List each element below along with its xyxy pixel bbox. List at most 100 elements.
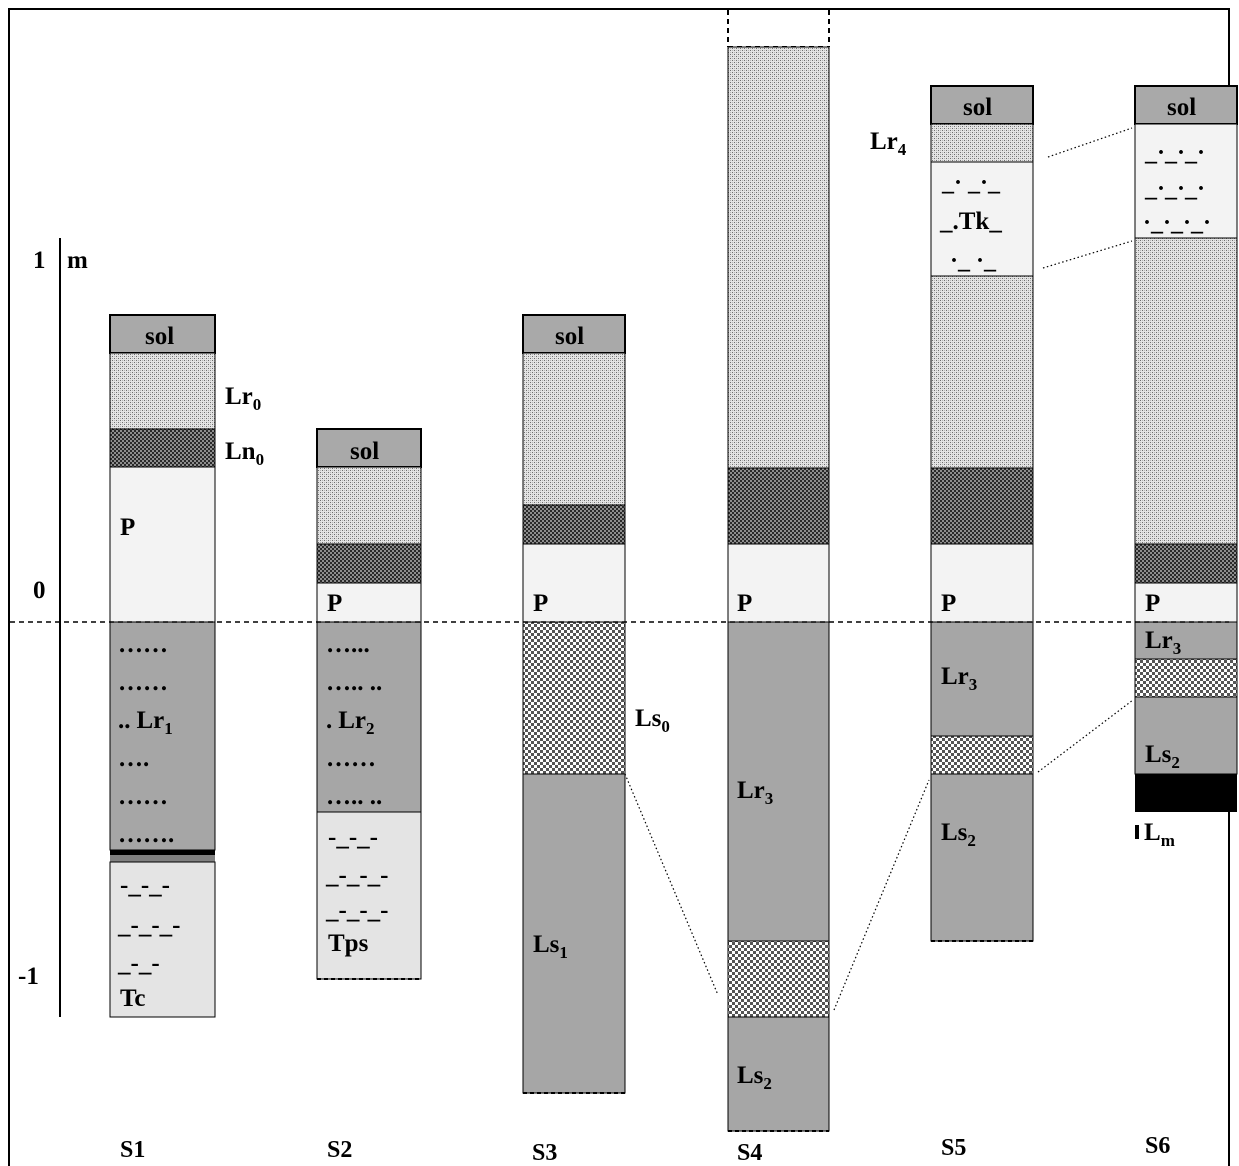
lr3-label: Lr3 xyxy=(737,777,773,808)
dots-row: …… xyxy=(118,783,168,810)
sol-label: sol xyxy=(145,323,174,350)
ln0-label: Ln0 xyxy=(225,438,264,469)
layer-lr3 xyxy=(1134,621,1238,660)
layer-light-pattern xyxy=(930,275,1034,469)
ls1-label: Ls1 xyxy=(533,931,568,962)
layer-sol xyxy=(522,314,626,354)
layer-ls1 xyxy=(522,773,626,1094)
scale-unit: m xyxy=(67,247,88,274)
layer-light-pattern xyxy=(1134,237,1238,545)
sol-label: sol xyxy=(963,94,992,121)
tk-row: ·_ ·_ xyxy=(950,248,997,274)
p-label: P xyxy=(1145,590,1160,617)
layer-ln0 xyxy=(109,428,216,468)
tps-label: Tps xyxy=(328,930,369,957)
correlation-line xyxy=(1037,699,1134,773)
column-s4: P Lr3 Ls2 S4 xyxy=(727,10,830,1166)
layer-tk xyxy=(930,161,1034,277)
dash-row: _-_-_- xyxy=(325,897,388,924)
layer-lr3 xyxy=(930,621,1034,737)
tk-row: _· _·_ xyxy=(941,170,1001,196)
layer-sol xyxy=(930,85,1034,125)
column-name: S4 xyxy=(737,1140,762,1166)
layer-light-pattern xyxy=(727,46,830,469)
layer-dark-pattern xyxy=(727,467,830,545)
lr4-label: Lr4 xyxy=(870,128,907,159)
correlation-line xyxy=(624,773,719,996)
layer-tk xyxy=(1134,123,1238,239)
column-s1: sol Lr0 Ln0 P …… …… .. Lr1 …. …… ……. -_-_… xyxy=(109,314,264,1163)
layer-dark-pattern xyxy=(522,504,626,545)
dots-row: ….. .. xyxy=(326,669,382,696)
layer-dark-pattern xyxy=(930,467,1034,545)
layer-lm xyxy=(1135,774,1237,812)
layer-check xyxy=(930,735,1034,775)
sol-label: sol xyxy=(1167,94,1196,121)
layer-p xyxy=(316,582,422,623)
ls2-label: Ls2 xyxy=(1145,741,1180,772)
correlation-line xyxy=(1047,127,1133,158)
lr0-label: Lr0 xyxy=(225,383,261,414)
column-name: S1 xyxy=(120,1137,145,1163)
scale-tick-minus-1: -1 xyxy=(18,963,39,990)
layer-light-pattern xyxy=(522,352,626,506)
correlation-lines xyxy=(624,127,1134,1011)
column-s2: sol P …... ….. .. . Lr2 …… ….. .. -_-_- _… xyxy=(316,428,422,1163)
layer-thin-dark xyxy=(110,850,215,855)
layer-thin-gray xyxy=(110,855,215,862)
dash-row: -_-_- xyxy=(328,824,378,851)
layer-ls2 xyxy=(930,773,1034,942)
layer-lr3 xyxy=(727,621,830,942)
sol-label: sol xyxy=(350,438,379,465)
layer-dark-pattern xyxy=(1134,543,1238,584)
layer-lr0 xyxy=(109,352,216,430)
dots-row: …... xyxy=(326,631,370,658)
dots-row: …. xyxy=(118,745,149,772)
layer-lr1 xyxy=(109,621,216,851)
layer-tps xyxy=(316,811,422,980)
ls2-label: Ls2 xyxy=(941,819,976,850)
column-name: S5 xyxy=(941,1135,966,1161)
dash-row: _-_-_- xyxy=(325,862,388,889)
ls2-label: Ls2 xyxy=(737,1062,772,1093)
dots-row: …… xyxy=(118,631,168,658)
tk-row: ·_·_·_· xyxy=(1143,210,1211,236)
lr3-label: Lr3 xyxy=(941,663,977,694)
lr1-label: .. Lr1 xyxy=(118,707,173,738)
column-name: S3 xyxy=(532,1140,557,1166)
layer-dark-pattern xyxy=(316,543,422,584)
tk-row: _·_·_· xyxy=(1144,140,1205,166)
scale-tick-0: 0 xyxy=(33,577,46,604)
layer-sol xyxy=(109,314,216,354)
tk-row: _·_·_· xyxy=(1144,176,1205,202)
layer-p xyxy=(930,543,1034,623)
column-name: S6 xyxy=(1145,1133,1170,1159)
layer-ls0 xyxy=(522,621,626,775)
dash-row: -_-_- xyxy=(120,872,170,899)
p-label: P xyxy=(737,590,752,617)
lr3-label: Lr3 xyxy=(1145,627,1181,658)
dots-row: …… xyxy=(326,745,376,772)
column-name: S2 xyxy=(327,1137,352,1163)
dash-row: _-_-_- xyxy=(117,912,180,939)
dots-row: ……. xyxy=(118,821,174,848)
tk-label: _.Tk_ xyxy=(939,208,1002,235)
column-s6: sol _·_·_· _·_·_· ·_·_·_· P Lr3 Ls2 Lm S… xyxy=(1134,85,1238,1159)
scale-tick-1: 1 xyxy=(33,247,46,274)
correlation-line xyxy=(1042,240,1133,269)
dots-row: ….. .. xyxy=(326,783,382,810)
layer-ls2 xyxy=(727,1016,830,1132)
lm-legend-swatch xyxy=(1135,825,1139,839)
correlation-line xyxy=(833,779,930,1011)
ls0-label: Ls0 xyxy=(635,705,670,736)
p-label: P xyxy=(327,590,342,617)
layer-check xyxy=(727,940,830,1018)
layer-p xyxy=(109,466,216,623)
lm-label: Lm xyxy=(1144,819,1175,850)
tc-label: Tc xyxy=(120,985,145,1012)
sol-label: sol xyxy=(555,323,584,350)
layer-ls2 xyxy=(1134,696,1238,775)
lr2-label: . Lr2 xyxy=(326,707,375,738)
p-label: P xyxy=(120,514,135,541)
